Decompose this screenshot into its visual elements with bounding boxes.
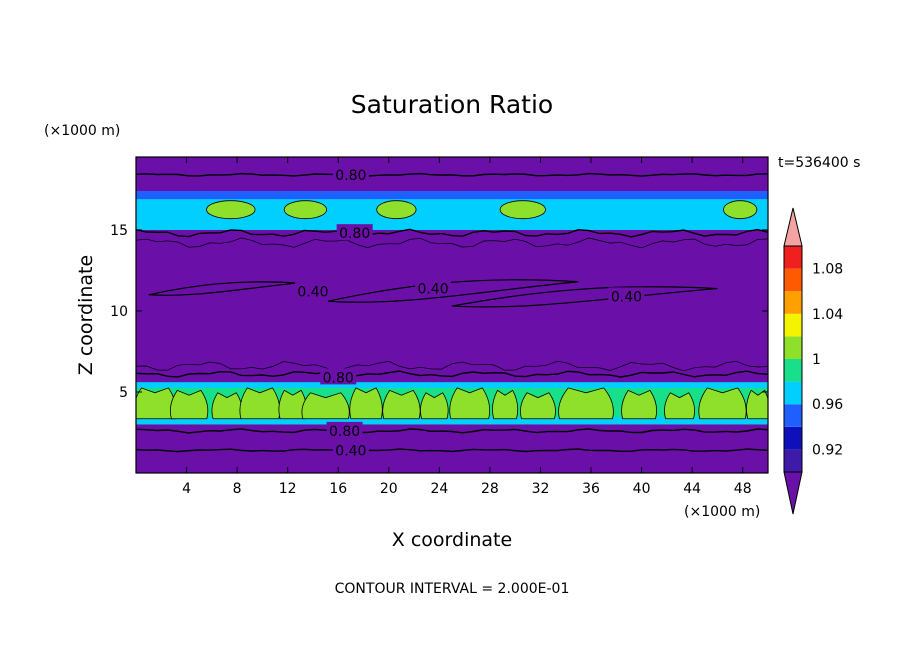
- lower-layer-rim-bottom: [136, 417, 768, 425]
- x-tick-label: 36: [582, 481, 600, 497]
- contour-label: 0.80: [335, 168, 366, 184]
- contour-line-5: [136, 360, 768, 372]
- contour-label: 0.40: [611, 289, 642, 305]
- x-tick-label: 48: [734, 481, 752, 497]
- y-unit-label: (×1000 m): [44, 123, 120, 139]
- contour-label-bg: [326, 421, 363, 438]
- lower-cell-3: [239, 387, 281, 420]
- dry-streak-1: [328, 279, 579, 303]
- y-axis-label: Z coordinate: [75, 255, 97, 375]
- contour-label: 0.40: [297, 285, 328, 301]
- contour-line-2: [136, 370, 768, 378]
- dry-streak-2: [451, 286, 718, 308]
- colorbar-frame: [783, 245, 803, 473]
- colorbar-swatch: [784, 404, 802, 427]
- x-tick-label: 4: [182, 481, 191, 497]
- contour-label: 0.40: [417, 281, 448, 297]
- upper-layer-rim-top: [136, 191, 768, 200]
- colorbar-tick-label: 1: [812, 352, 821, 368]
- y-tick-label: 10: [110, 304, 128, 320]
- x-tick-label: 32: [532, 481, 550, 497]
- colorbar-swatch: [784, 268, 802, 292]
- x-tick-label: 8: [233, 481, 242, 497]
- contour-label-bg: [336, 224, 373, 241]
- x-tick-label: 28: [481, 481, 499, 497]
- colorbar-swatch: [784, 359, 802, 382]
- lower-cell-0: [136, 387, 177, 420]
- lower-cell-11: [520, 392, 556, 420]
- x-tick-label: 12: [279, 481, 297, 497]
- contour-lines: [136, 172, 768, 453]
- contour-line-0: [136, 172, 768, 177]
- y-tick-label: 15: [110, 223, 128, 239]
- colorbar-under-triangle: [783, 471, 803, 515]
- saturation-field: [136, 157, 768, 473]
- contour-labels: 0.80 0.80 0.40 0.40 0.40 0.80 0.80 0.40: [294, 165, 645, 459]
- lower-cell-14: [664, 392, 695, 420]
- y-tick-label: 5: [119, 385, 128, 401]
- field-layer-0: [136, 424, 768, 473]
- lower-cell-9: [449, 387, 491, 420]
- contour-label: 0.80: [323, 370, 354, 386]
- upper-blob-0: [206, 200, 256, 220]
- plot-frame: [135, 156, 769, 474]
- contour-label-bg: [320, 368, 357, 385]
- chart-title: Saturation Ratio: [351, 90, 553, 119]
- colorbar-tick-label: 1.08: [812, 262, 843, 278]
- lower-cell-6: [349, 387, 383, 420]
- lower-cell-5: [301, 392, 350, 420]
- upper-layer-rim-bottom: [136, 221, 768, 230]
- colorbar-swatch: [784, 381, 802, 405]
- contour-label-bg: [332, 441, 369, 458]
- colorbar-swatch: [784, 336, 802, 359]
- contour-label: 0.40: [335, 443, 366, 459]
- x-tick-label: 16: [329, 481, 347, 497]
- colorbar-tick-label: 0.96: [812, 397, 843, 413]
- colorbar-over-triangle: [783, 207, 803, 247]
- lower-cell-15: [698, 387, 747, 420]
- x-tick-label: 20: [380, 481, 398, 497]
- time-label: t=536400 s: [778, 155, 860, 171]
- colorbar-swatch: [784, 291, 802, 314]
- x-tick-label: 24: [430, 481, 448, 497]
- contour-line-6: [136, 237, 768, 249]
- contour-label-bg: [294, 282, 331, 299]
- contour-label: 0.80: [339, 226, 370, 242]
- contour-label-bg: [332, 165, 369, 182]
- colorbar-swatch: [784, 449, 802, 472]
- upper-blob-1: [283, 200, 328, 220]
- x-axis-label: X coordinate: [392, 529, 512, 551]
- colorbar-swatch: [784, 313, 802, 337]
- lower-layer-rim-top: [136, 382, 768, 388]
- contour-label-bg: [415, 279, 452, 296]
- colorbar: 0.92 0.96 1 1.04 1.08: [783, 207, 843, 515]
- colorbar-swatch: [784, 246, 802, 269]
- x-unit-label: (×1000 m): [684, 504, 760, 520]
- upper-blob-3: [499, 200, 546, 220]
- colorbar-swatch: [784, 426, 802, 450]
- lower-cell-8: [420, 392, 449, 420]
- y-axis: 5 10 15: [110, 223, 768, 401]
- contour-interval-note: CONTOUR INTERVAL = 2.000E-01: [335, 581, 570, 597]
- colorbar-tick-label: 1.04: [812, 307, 843, 323]
- upper-blob-2: [376, 200, 417, 220]
- x-tick-label: 40: [633, 481, 651, 497]
- lower-cell-10: [492, 389, 519, 420]
- lower-cell-12: [558, 387, 614, 420]
- contour-label-bg: [608, 287, 645, 304]
- contour-label: 0.80: [329, 424, 360, 440]
- contour-line-4: [136, 448, 768, 453]
- lower-cell-13: [621, 389, 657, 420]
- contour-line-3: [136, 428, 768, 434]
- colorbar-tick-label: 0.92: [812, 442, 843, 458]
- lower-cell-1: [169, 389, 209, 420]
- contour-line-1: [136, 228, 768, 238]
- x-tick-label: 44: [683, 481, 701, 497]
- lower-cell-16: [746, 389, 768, 420]
- x-axis: 4 8 12 16 20 24 28 32 36 40 44 48: [182, 157, 752, 497]
- upper-blob-4: [723, 200, 758, 220]
